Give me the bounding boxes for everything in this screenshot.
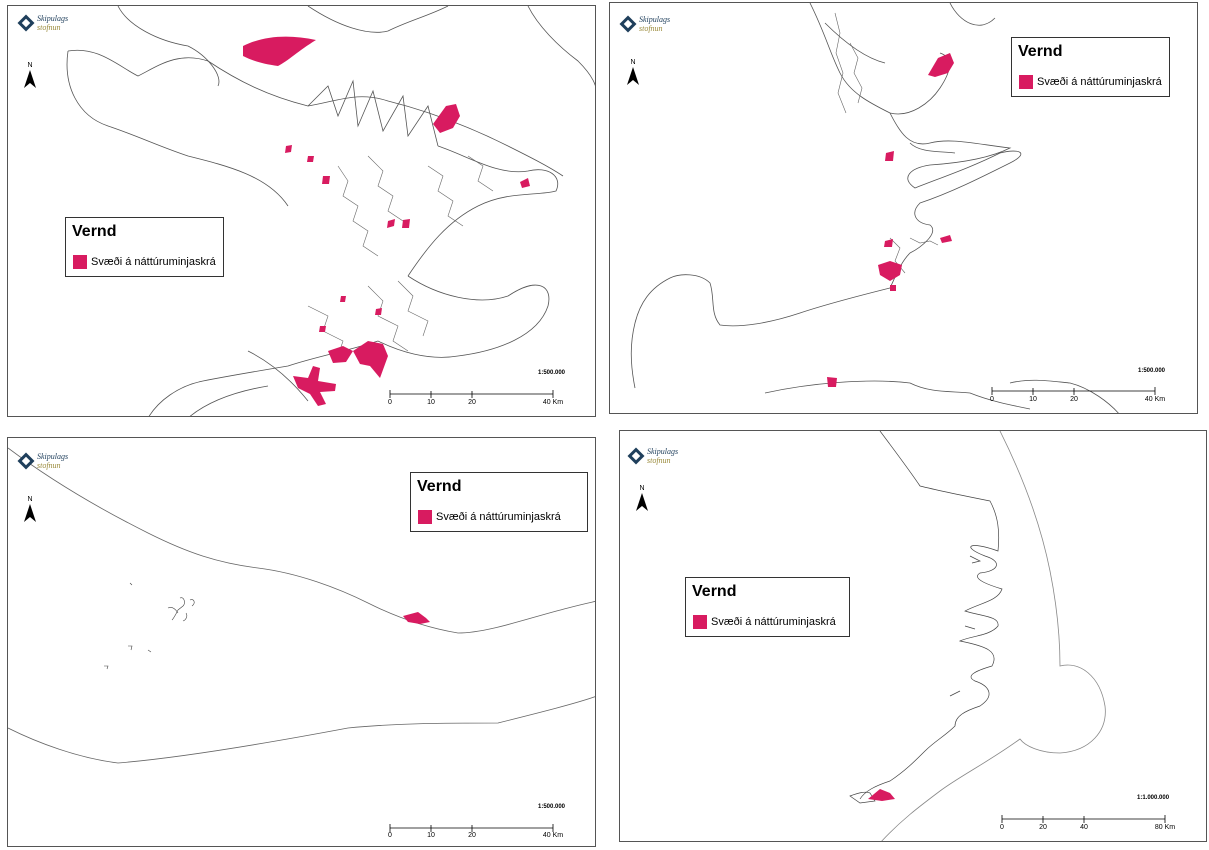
- legend-title: Vernd: [72, 223, 117, 240]
- scale-tick: 40: [1080, 824, 1088, 831]
- north-label: N: [27, 496, 33, 503]
- map-panel-1: Skipulags stofnun N Vernd Svæði á náttúr…: [7, 5, 596, 417]
- legend-item-label: Svæði á náttúruminjaskrá: [711, 616, 836, 628]
- scale-bar: [1001, 815, 1166, 823]
- legend: Vernd Svæði á náttúruminjaskrá: [1011, 37, 1170, 97]
- logo: Skipulags stofnun: [17, 452, 69, 470]
- scale-ratio: 1:500.000: [538, 370, 566, 376]
- legend-swatch: [418, 510, 432, 524]
- logo-text-line2: stofnun: [37, 23, 61, 32]
- legend-swatch: [693, 615, 707, 629]
- legend: Vernd Svæði á náttúruminjaskrá: [65, 217, 224, 277]
- scale-ratio: 1:1.000.000: [1137, 795, 1170, 801]
- scale-tick: 10: [1029, 396, 1037, 403]
- map-canvas: [849, 431, 1106, 841]
- scale-bar: [389, 824, 554, 832]
- legend-title: Vernd: [1018, 43, 1063, 60]
- scale-tick: 10: [427, 832, 435, 839]
- scale-tick: 20: [1039, 824, 1047, 831]
- legend-item-label: Svæði á náttúruminjaskrá: [1037, 76, 1162, 88]
- north-arrow: N: [23, 496, 37, 527]
- map-panel-3: Skipulags stofnun N Vernd Svæði á náttúr…: [7, 437, 596, 847]
- map-canvas: [8, 447, 595, 764]
- scale-tick: 40 Km: [542, 399, 564, 406]
- north-arrow-icon: [24, 70, 36, 88]
- scale-tick: 0: [388, 832, 392, 839]
- scale-tick: 0: [1000, 824, 1004, 831]
- north-label: N: [630, 59, 636, 66]
- logo: Skipulags stofnun: [619, 15, 671, 33]
- map-panel-2: Skipulags stofnun N Vernd Svæði á náttúr…: [609, 2, 1198, 414]
- legend-title: Vernd: [692, 583, 737, 600]
- logo-diamond-icon: [17, 452, 35, 470]
- north-arrow-icon: [627, 67, 639, 85]
- north-label: N: [27, 62, 33, 69]
- north-label: N: [639, 485, 645, 492]
- scale-bar: [991, 387, 1156, 395]
- logo: Skipulags stofnun: [627, 447, 679, 465]
- north-arrow-icon: [636, 493, 648, 511]
- scale-tick: 0: [990, 396, 994, 403]
- scale-tick: 40 Km: [542, 832, 564, 839]
- scale-tick: 10: [427, 399, 435, 406]
- map-canvas: [66, 6, 595, 416]
- scale-tick: 20: [1070, 396, 1078, 403]
- logo-text-line1: Skipulags: [639, 15, 671, 24]
- logo-diamond-icon: [17, 14, 35, 32]
- logo-text-line1: Skipulags: [37, 452, 69, 461]
- scale-tick: 20: [468, 832, 476, 839]
- map-panel-4: Skipulags stofnun N Vernd Svæði á náttúr…: [619, 430, 1207, 842]
- logo-diamond-icon: [627, 447, 645, 465]
- map-canvas: [630, 3, 1119, 413]
- north-arrow: N: [626, 59, 640, 90]
- north-arrow: N: [635, 485, 649, 516]
- legend-item-label: Svæði á náttúruminjaskrá: [436, 511, 561, 523]
- logo-text-line2: stofnun: [647, 456, 671, 465]
- legend-item-label: Svæði á náttúruminjaskrá: [91, 256, 216, 268]
- legend-swatch: [1019, 75, 1033, 89]
- legend: Vernd Svæði á náttúruminjaskrá: [410, 472, 588, 532]
- north-arrow: N: [23, 62, 37, 93]
- scale-tick: 80 Km: [1154, 824, 1176, 831]
- logo: Skipulags stofnun: [17, 14, 69, 32]
- logo-text-line2: stofnun: [37, 461, 61, 470]
- scale-bar: [389, 390, 554, 398]
- scale-tick: 20: [468, 399, 476, 406]
- logo-diamond-icon: [619, 15, 637, 33]
- logo-text-line1: Skipulags: [37, 14, 69, 23]
- legend-title: Vernd: [417, 478, 462, 495]
- logo-text-line2: stofnun: [639, 24, 663, 33]
- legend-swatch: [73, 255, 87, 269]
- scale-ratio: 1:500.000: [1138, 368, 1166, 374]
- scale-tick: 0: [388, 399, 392, 406]
- scale-ratio: 1:500.000: [538, 804, 566, 810]
- legend: Vernd Svæði á náttúruminjaskrá: [685, 577, 850, 637]
- logo-text-line1: Skipulags: [647, 447, 679, 456]
- north-arrow-icon: [24, 504, 36, 522]
- scale-tick: 40 Km: [1144, 396, 1166, 403]
